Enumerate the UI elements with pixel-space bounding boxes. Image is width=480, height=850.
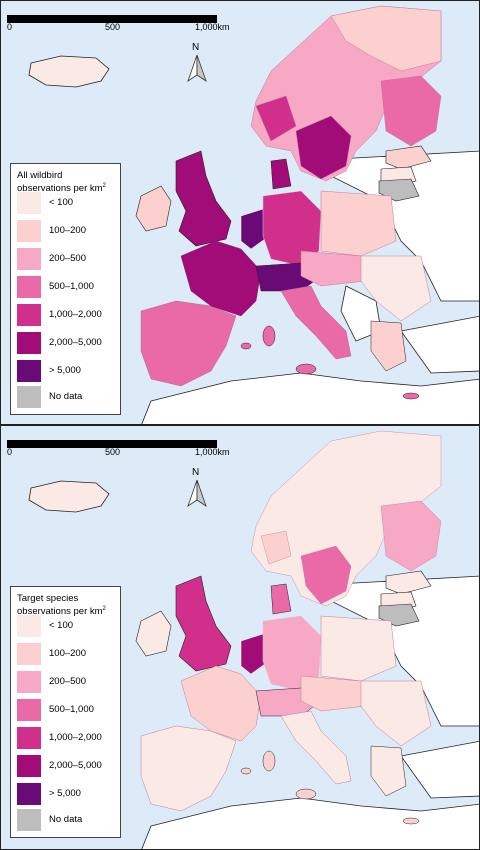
- legend-title: All wildbird observations per km2: [17, 170, 121, 194]
- legend-title-line1: Target species: [17, 593, 79, 604]
- scandinavia: [250, 430, 442, 607]
- legend-item: 100–200: [17, 220, 117, 242]
- ireland: [135, 610, 172, 657]
- italy: [280, 710, 352, 785]
- legend-item: > 5,000: [17, 783, 117, 805]
- legend-title: Target species observations per km2: [17, 593, 121, 617]
- legend-item: 200–500: [17, 248, 117, 270]
- scale-tick: 0: [7, 447, 13, 457]
- baltic-states: [378, 570, 432, 627]
- czech-austria: [300, 675, 367, 712]
- mediterranean-islands: [240, 750, 420, 825]
- scale-tick: 500: [105, 22, 121, 32]
- scale-tick: 1,000km: [195, 22, 230, 32]
- legend-label: 1,000–2,000: [49, 732, 102, 743]
- legend-label: 1,000–2,000: [49, 309, 102, 320]
- balkans: [360, 680, 432, 747]
- italy: [280, 285, 352, 360]
- legend-item: 200–500: [17, 671, 117, 693]
- iberia: [140, 725, 237, 812]
- legend-item: 2,000–5,000: [17, 755, 117, 777]
- greece: [370, 745, 407, 797]
- scandinavia: [250, 5, 442, 182]
- legend-label: No data: [49, 391, 83, 402]
- scale-tick: 0: [7, 22, 13, 32]
- europe-map: [28, 430, 479, 849]
- map-panel-all-wildbird: 0 500 1,000km N All wildbird observation…: [0, 0, 480, 425]
- legend: Target species observations per km2 < 10…: [10, 586, 121, 838]
- mediterranean-islands: [240, 325, 420, 400]
- scale-tick: 500: [105, 447, 121, 457]
- legend-label: 200–500: [49, 253, 86, 264]
- scale-tick: 1,000km: [195, 447, 230, 457]
- czech-austria: [300, 250, 367, 287]
- ireland: [135, 185, 172, 232]
- legend-label: No data: [49, 814, 83, 825]
- north-arrow-icon: N: [184, 467, 210, 510]
- legend-label: > 5,000: [49, 365, 81, 376]
- legend-item: 2,000–5,000: [17, 332, 117, 354]
- legend: All wildbird observations per km2 < 100 …: [10, 163, 121, 415]
- legend-item: 500–1,000: [17, 699, 117, 721]
- legend-label: 200–500: [49, 676, 86, 687]
- france: [180, 240, 262, 317]
- legend-label: 500–1,000: [49, 704, 94, 715]
- legend-title-line2: observations per km: [17, 183, 103, 195]
- legend-item: 1,000–2,000: [17, 727, 117, 749]
- north-label: N: [192, 467, 200, 478]
- map-panel-target-species: 0 500 1,000km N Target species observati…: [0, 425, 480, 850]
- iceland: [28, 55, 110, 88]
- legend-item: < 100: [17, 615, 117, 637]
- legend-label: < 100: [49, 197, 74, 208]
- poland: [320, 615, 397, 682]
- balkans: [360, 255, 432, 322]
- great-britain: [175, 150, 232, 247]
- great-britain: [175, 575, 232, 672]
- legend-label: > 5,000: [49, 788, 81, 799]
- legend-title-line1: All wildbird: [17, 170, 63, 181]
- poland: [320, 190, 397, 257]
- legend-item: 1,000–2,000: [17, 304, 117, 326]
- denmark: [270, 583, 292, 615]
- legend-label: < 100: [49, 620, 74, 631]
- legend-title-sup: 2: [102, 183, 106, 189]
- legend-item: 500–1,000: [17, 276, 117, 298]
- legend-item: < 100: [17, 192, 117, 214]
- baltic-states: [378, 145, 432, 202]
- denmark: [270, 158, 292, 190]
- legend-label: 2,000–5,000: [49, 760, 102, 771]
- scale-bar: 0 500 1,000km: [7, 5, 230, 32]
- legend-label: 2,000–5,000: [49, 337, 102, 348]
- legend-item: No data: [17, 386, 117, 408]
- legend-item: No data: [17, 809, 117, 831]
- greece: [370, 320, 407, 372]
- benelux: [240, 633, 270, 675]
- legend-item: > 5,000: [17, 360, 117, 382]
- legend-title-sup: 2: [102, 606, 106, 612]
- benelux: [240, 208, 270, 250]
- legend-item: 100–200: [17, 643, 117, 665]
- north-label: N: [192, 42, 200, 53]
- legend-title-line2: observations per km: [17, 606, 103, 618]
- europe-map: [28, 5, 479, 424]
- legend-label: 500–1,000: [49, 281, 94, 292]
- iceland: [28, 480, 110, 513]
- legend-label: 100–200: [49, 648, 86, 659]
- legend-label: 100–200: [49, 225, 86, 236]
- land-outside-study: [141, 575, 479, 849]
- land-outside-study: [141, 150, 479, 424]
- france: [180, 665, 262, 742]
- north-arrow-icon: N: [184, 42, 210, 85]
- scale-bar: 0 500 1,000km: [7, 430, 230, 457]
- iberia: [140, 300, 237, 387]
